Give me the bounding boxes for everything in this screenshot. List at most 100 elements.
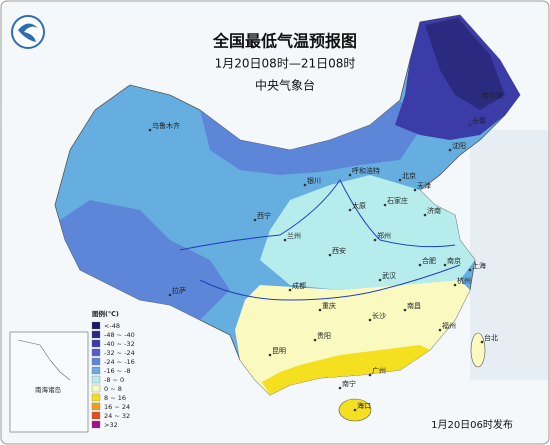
city-dot — [468, 268, 472, 272]
city-label: 福州 — [442, 321, 456, 330]
legend-swatch — [91, 402, 101, 411]
city-dot — [418, 263, 422, 267]
city-label: 上海 — [472, 261, 486, 270]
city-label: 拉萨 — [172, 286, 186, 295]
legend-label: >32 — [104, 421, 118, 429]
inset-label: 南海诸岛 — [35, 385, 61, 394]
city-dot — [480, 340, 484, 344]
logo — [11, 15, 45, 49]
city-dot — [348, 173, 352, 177]
legend-swatch — [91, 366, 101, 375]
legend-swatch — [91, 321, 101, 330]
city-label: 长春 — [472, 116, 486, 125]
city-dot — [368, 373, 372, 377]
city-dot — [348, 208, 352, 212]
city-label: 武汉 — [382, 271, 396, 280]
region-warm-south — [235, 280, 470, 395]
city-label: 南宁 — [342, 379, 356, 388]
legend-swatch — [91, 375, 101, 384]
city-dot — [453, 283, 457, 287]
legend-swatch — [91, 411, 101, 420]
city-label: 兰州 — [287, 231, 301, 240]
city-label: 太原 — [352, 201, 366, 210]
legend-swatch — [91, 384, 101, 393]
river — [199, 264, 461, 301]
city-label: 西安 — [332, 246, 346, 255]
city-label: 广州 — [372, 366, 386, 375]
city-label: 海口 — [357, 401, 371, 410]
city-dot — [413, 188, 417, 192]
city-dot — [423, 213, 427, 217]
city-label: 台北 — [484, 333, 498, 342]
city-dot — [373, 238, 377, 242]
legend-title: 图例(℃) — [92, 309, 119, 318]
city-dot — [468, 123, 472, 127]
city-dot — [303, 183, 307, 187]
city-dot — [443, 263, 447, 267]
city-dot — [383, 203, 387, 207]
river — [179, 179, 456, 251]
city-label: 重庆 — [322, 301, 336, 310]
city-label: 昆明 — [272, 347, 286, 355]
inset-coast — [17, 339, 71, 381]
city-label: 乌鲁木齐 — [152, 121, 180, 130]
city-label: 石家庄 — [387, 196, 408, 205]
city-dot — [318, 308, 322, 312]
legend-label: -40 ~ -32 — [104, 340, 135, 348]
issuer: 中央气象台 — [255, 78, 315, 93]
city-label: 呼和浩特 — [352, 166, 380, 175]
city-label: 郑州 — [377, 232, 391, 240]
legend-swatch — [91, 357, 101, 366]
legend-label: 24 ~ 32 — [104, 412, 130, 420]
legend-label: <-48 — [104, 322, 120, 330]
title: 全国最低气温预报图 — [212, 32, 357, 51]
city-dot — [378, 278, 382, 282]
legend-label: 8 ~ 16 — [104, 394, 126, 402]
legend-label: 16 ~ 24 — [104, 403, 130, 411]
region-cold-west — [60, 200, 230, 320]
city-dot — [448, 148, 452, 152]
legend-swatch — [91, 339, 101, 348]
city-label: 济南 — [427, 206, 441, 215]
legend-label: -16 ~ -8 — [104, 367, 131, 375]
legend-swatch — [91, 330, 101, 339]
city-label: 哈尔滨 — [482, 91, 503, 100]
city-dot — [403, 308, 407, 312]
city-dot — [283, 238, 287, 242]
legend-label: -8 ~ 0 — [104, 376, 124, 384]
inset-box — [9, 331, 89, 433]
city-label: 合肥 — [422, 256, 436, 265]
region-extreme-ne — [425, 18, 505, 110]
region-mild-east — [260, 175, 475, 290]
city-dot — [328, 253, 332, 257]
legend-label: -24 ~ -16 — [104, 358, 135, 366]
city-label: 西宁 — [257, 211, 271, 220]
footer: 1月20日06时发布 — [431, 418, 513, 431]
city-label: 南京 — [447, 256, 461, 265]
taiwan — [470, 332, 486, 368]
city-label: 贵阳 — [317, 331, 331, 340]
city-dot — [368, 318, 372, 322]
region-cold-north — [200, 100, 420, 175]
city-dot — [438, 328, 442, 332]
city-label: 北京 — [402, 171, 416, 180]
legend-label: 0 ~ 8 — [104, 385, 122, 393]
city-dot — [148, 128, 152, 132]
legend-label: -48 ~ -40 — [104, 331, 135, 339]
legend: 图例(℃) <-48-48 ~ -40-40 ~ -32-32 ~ -24-24… — [91, 309, 135, 429]
city-dot — [353, 408, 357, 412]
legend-swatch — [91, 348, 101, 357]
legend-swatch — [91, 420, 101, 429]
city-dot — [478, 98, 482, 102]
city-label: 天津 — [417, 182, 431, 190]
city-label: 成都 — [292, 281, 306, 290]
city-label: 南昌 — [407, 301, 421, 310]
city-dot — [398, 178, 402, 182]
city-dot — [253, 218, 257, 222]
city-dot — [313, 338, 317, 342]
region-hot-coast — [262, 345, 430, 395]
city-dot — [168, 293, 172, 297]
city-label: 银川 — [307, 176, 321, 185]
city-dot — [288, 288, 292, 292]
